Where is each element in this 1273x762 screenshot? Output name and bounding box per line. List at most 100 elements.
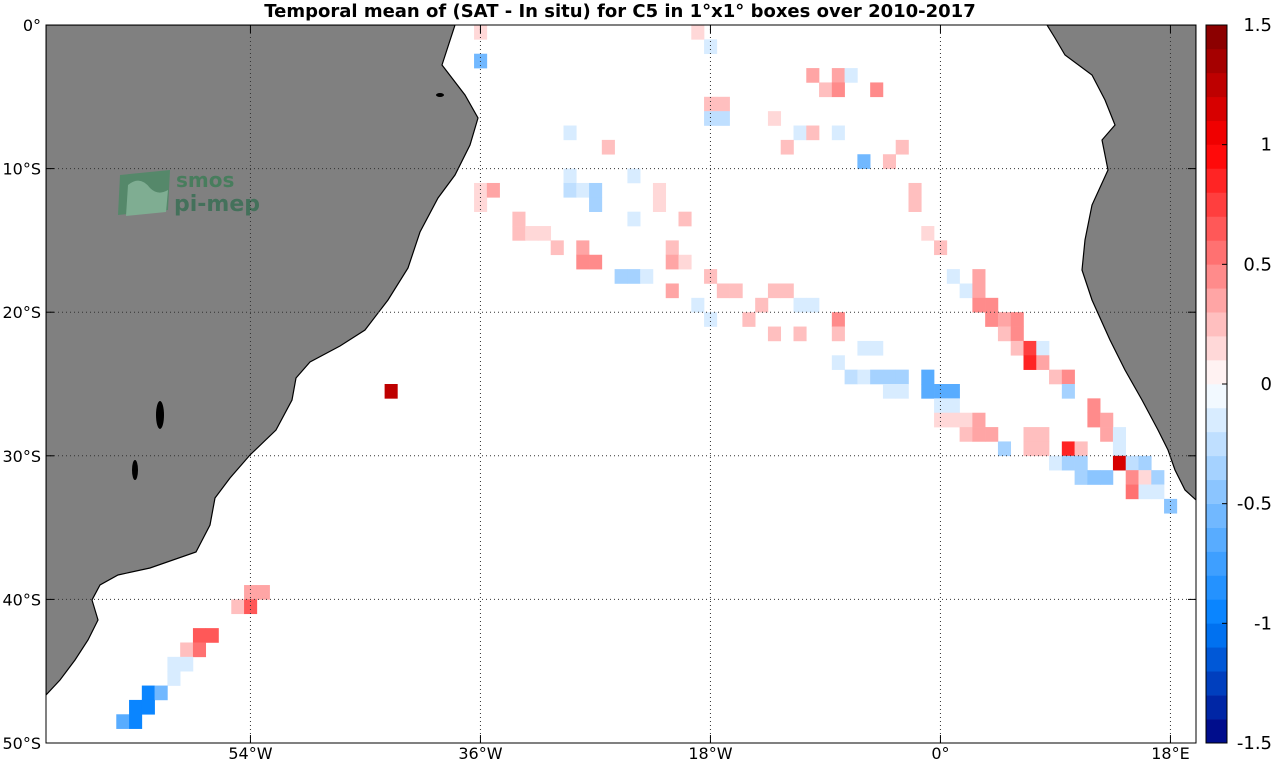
data-cell xyxy=(614,269,628,284)
x-tick-label: 0° xyxy=(931,744,949,762)
data-cell xyxy=(716,283,730,299)
colorbar-swatch xyxy=(1206,120,1227,145)
colorbar-swatch xyxy=(1206,216,1227,241)
data-cell xyxy=(116,714,130,729)
data-cell xyxy=(1061,455,1075,471)
colorbar-swatch xyxy=(1206,551,1227,576)
x-tick-label: 36°W xyxy=(458,744,502,762)
x-tick-label: 54°W xyxy=(228,744,272,762)
data-cell xyxy=(997,441,1012,457)
map-frame xyxy=(45,24,1197,744)
colorbar-swatch xyxy=(1206,144,1227,169)
data-cell xyxy=(806,68,820,83)
africa-landmass xyxy=(1046,25,1196,501)
colorbar-swatch xyxy=(1206,336,1227,361)
data-cell xyxy=(831,82,845,98)
colorbar-tick-label: 0 xyxy=(1261,374,1272,395)
y-tick-label: 10°S xyxy=(2,160,41,179)
data-cell xyxy=(244,599,258,615)
data-cell xyxy=(665,240,679,256)
data-cell xyxy=(870,340,884,356)
data-cell xyxy=(1023,355,1037,370)
data-cell xyxy=(512,226,526,241)
data-cell xyxy=(895,139,909,155)
colorbar-swatch xyxy=(1206,360,1227,385)
data-cell xyxy=(780,139,794,155)
colorbar-swatch xyxy=(1206,479,1227,504)
colorbar-swatch xyxy=(1206,168,1227,193)
data-cell xyxy=(704,269,718,284)
data-cell xyxy=(997,312,1012,327)
data-cell xyxy=(1036,355,1050,370)
data-cell xyxy=(934,412,948,428)
data-cell xyxy=(589,182,603,198)
data-cell xyxy=(1010,312,1024,327)
data-cell xyxy=(1164,498,1178,514)
data-cell xyxy=(895,384,909,399)
data-cell xyxy=(1112,441,1127,457)
colorbar-swatch xyxy=(1206,623,1227,648)
colorbar-swatch xyxy=(1206,96,1227,122)
data-cell xyxy=(1138,484,1152,500)
colorbar-swatch xyxy=(1206,599,1227,624)
data-cell xyxy=(1151,484,1165,500)
data-cell xyxy=(1138,470,1152,485)
data-cell xyxy=(576,254,590,270)
data-cell xyxy=(691,25,705,40)
data-cell xyxy=(550,240,564,256)
data-cell xyxy=(972,412,986,428)
data-cell xyxy=(192,628,207,643)
data-cell xyxy=(934,240,948,256)
data-cell xyxy=(793,326,807,342)
data-cell xyxy=(1125,455,1139,471)
colorbar-swatch xyxy=(1206,240,1227,265)
data-cell xyxy=(1151,470,1165,485)
data-cell xyxy=(704,111,718,126)
colorbar-swatch xyxy=(1206,264,1227,289)
data-cell xyxy=(537,226,552,241)
data-cell xyxy=(244,585,258,600)
data-cell xyxy=(946,398,960,414)
data-cell xyxy=(627,211,641,227)
colorbar-swatch xyxy=(1206,671,1227,696)
data-cell xyxy=(1087,412,1101,428)
data-cell xyxy=(908,182,922,198)
data-cell xyxy=(1100,412,1114,428)
data-cell xyxy=(384,384,398,399)
data-cell xyxy=(921,384,935,399)
data-cell xyxy=(959,412,973,428)
data-cell xyxy=(665,283,679,299)
y-tick-label: 30°S xyxy=(2,447,41,466)
data-cell xyxy=(972,283,986,299)
data-cell xyxy=(716,111,730,126)
data-cell xyxy=(985,297,999,313)
data-cell xyxy=(231,599,245,615)
data-cell xyxy=(1125,484,1139,500)
data-cell xyxy=(921,226,935,241)
smos-pimep-logo: smos pi-mep xyxy=(118,168,260,217)
data-cell xyxy=(767,326,782,342)
data-cell xyxy=(1010,326,1024,342)
colorbar-swatch xyxy=(1206,25,1227,50)
data-cell xyxy=(704,39,718,55)
data-cell xyxy=(959,427,973,442)
data-cell xyxy=(691,297,705,313)
data-cell xyxy=(1061,369,1075,385)
data-cell xyxy=(512,211,526,227)
data-cell xyxy=(831,326,845,342)
data-cell xyxy=(857,154,871,169)
data-cell xyxy=(882,154,897,169)
data-cell xyxy=(1112,427,1127,442)
data-cell xyxy=(1010,340,1024,356)
data-cell xyxy=(1023,340,1037,356)
data-cell xyxy=(627,269,641,284)
data-cell xyxy=(857,369,871,385)
data-cell xyxy=(1074,441,1088,457)
colorbar-tick-label: 0.5 xyxy=(1243,254,1272,275)
colorbar-swatch xyxy=(1206,384,1227,409)
colorbar-tick-label: -1.5 xyxy=(1237,733,1272,754)
data-cell xyxy=(959,283,973,299)
data-cell xyxy=(129,699,143,715)
data-cell xyxy=(882,369,897,385)
data-cell xyxy=(921,369,935,385)
